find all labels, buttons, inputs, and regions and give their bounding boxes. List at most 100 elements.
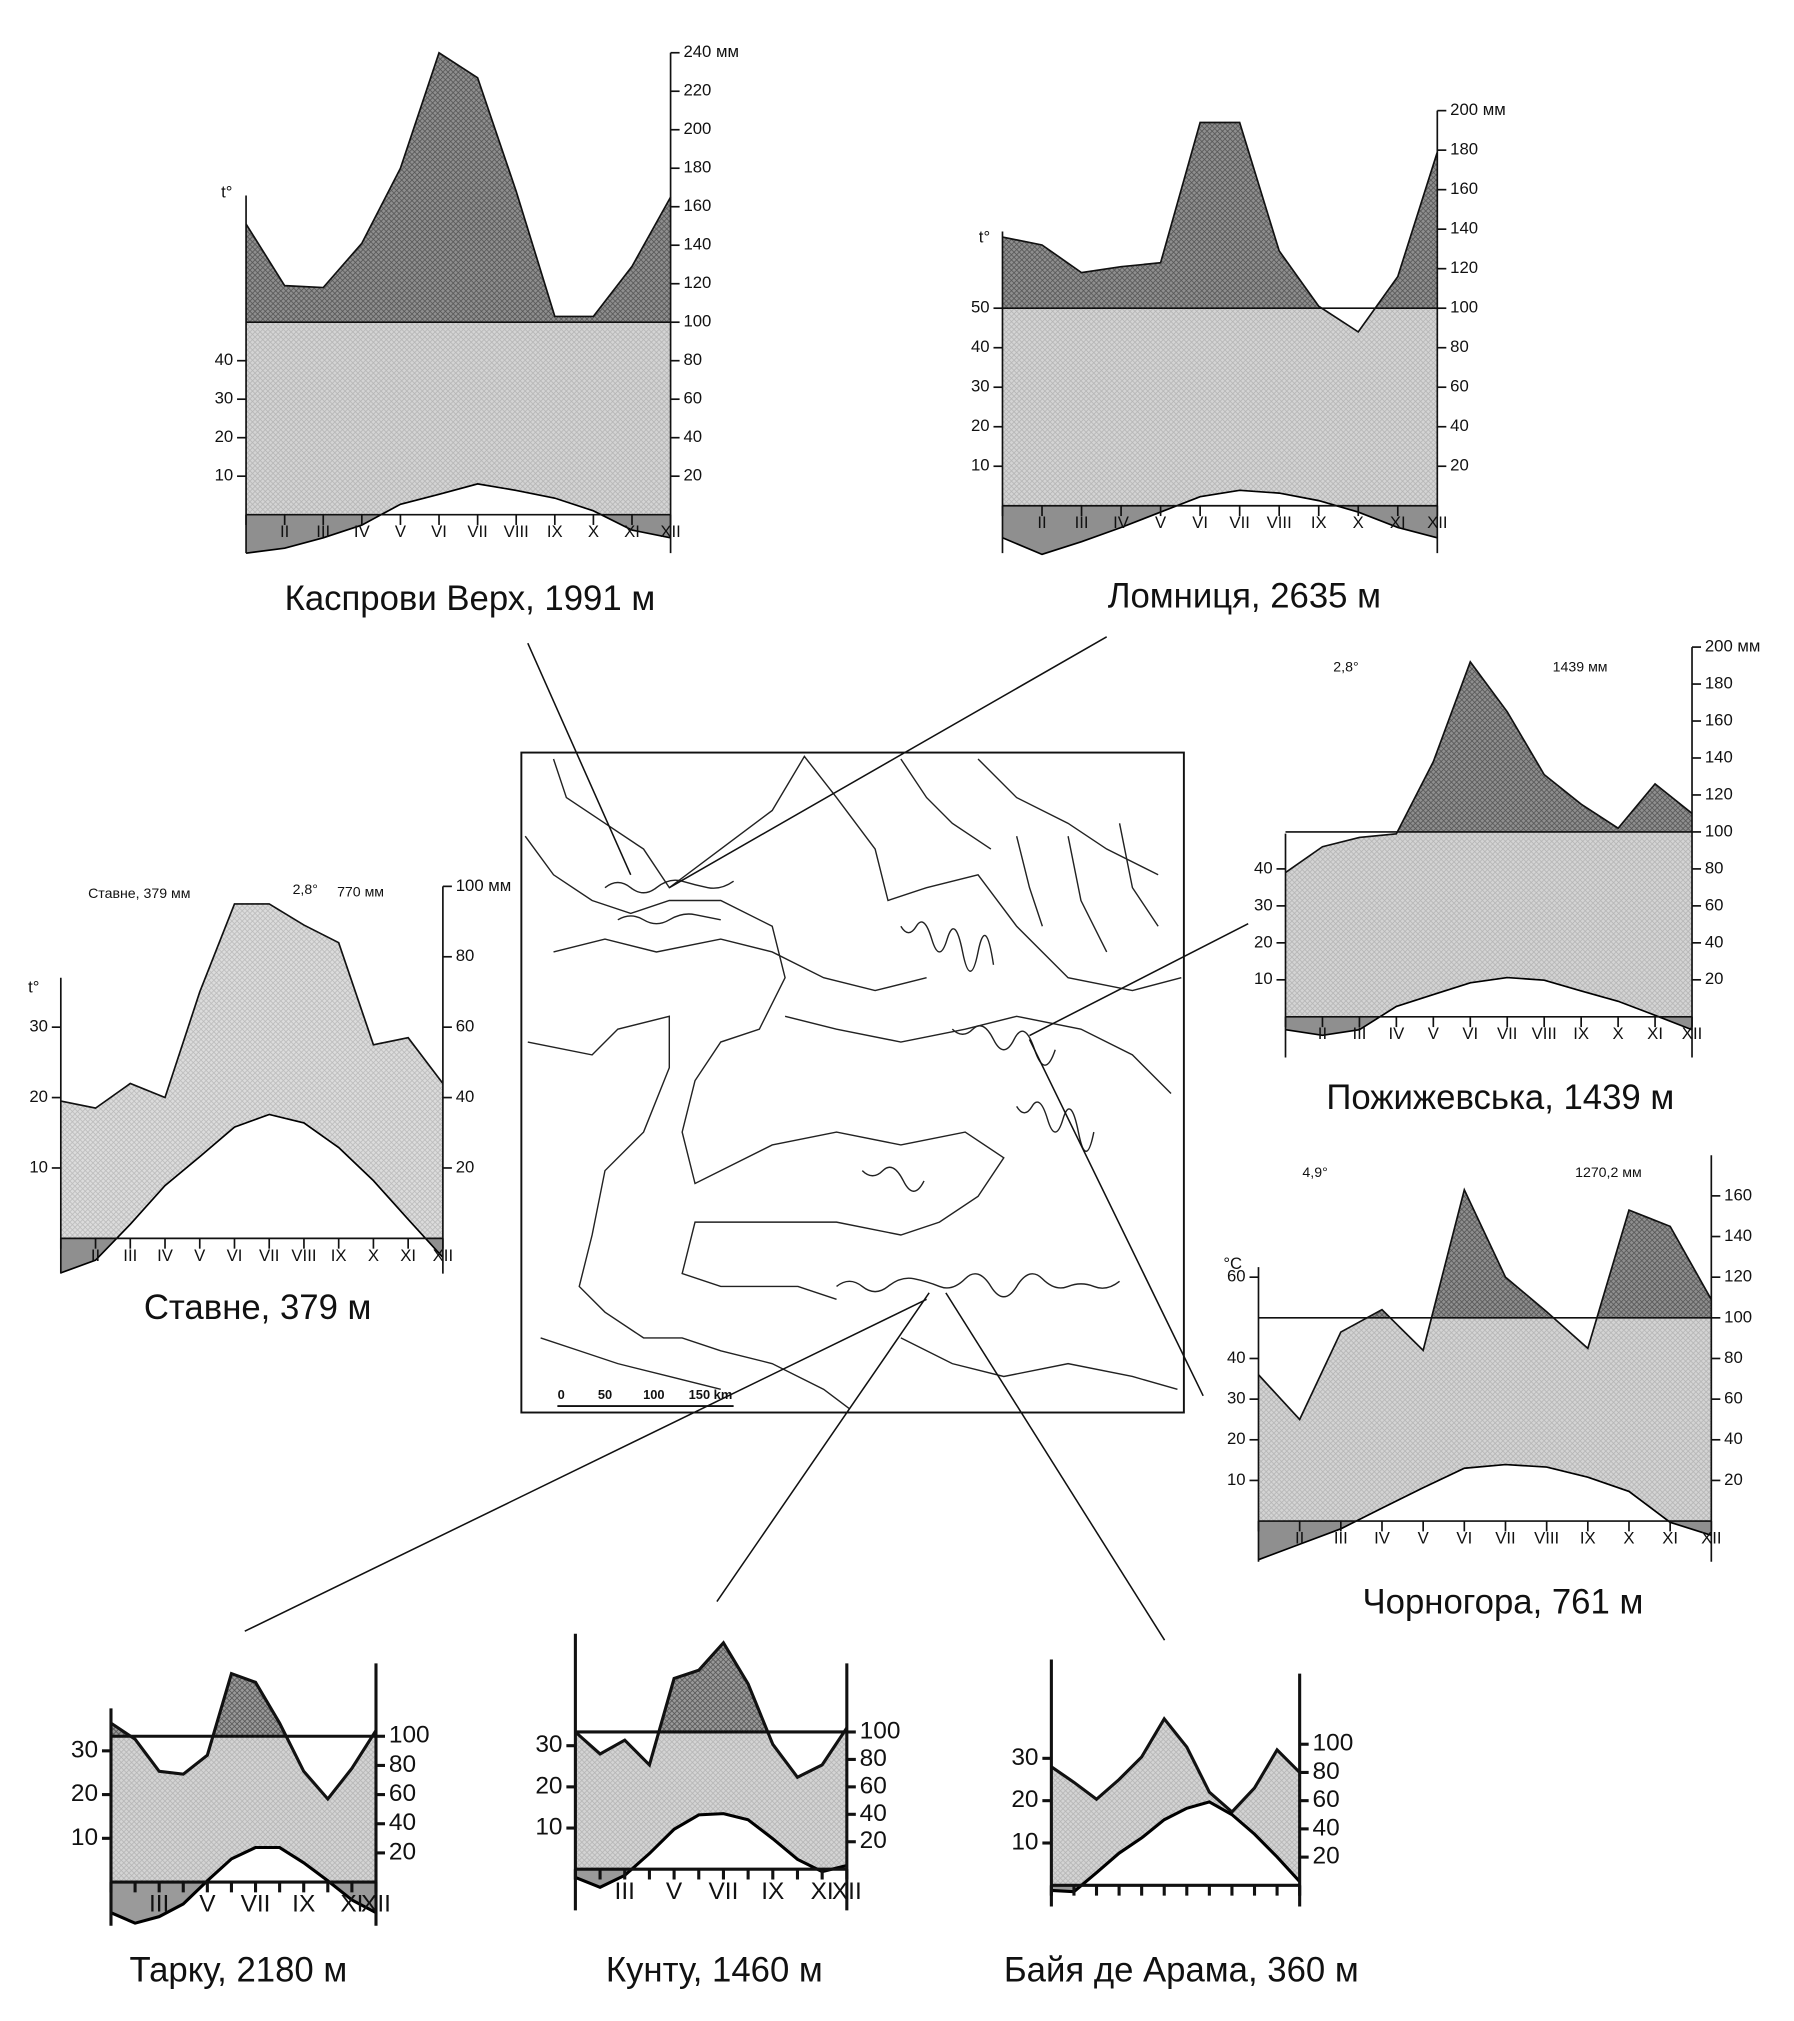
x-tick-label: IV [1374, 1529, 1391, 1548]
wet-texture [1367, 1189, 1712, 1318]
y2-tick-label: 140 [1724, 1226, 1752, 1245]
y2-tick-label: 100 [1705, 821, 1733, 840]
leader-line [244, 1298, 927, 1632]
y2-tick-label: 80 [1450, 337, 1469, 356]
y-tick-label: 20 [215, 427, 234, 446]
y-tick-label: 40 [1227, 1348, 1246, 1367]
x-tick-label: I [572, 1878, 579, 1905]
x-tick-label: X [1353, 513, 1364, 532]
y2-tick-label: 220 [683, 81, 711, 100]
annotation: 4,9° [1302, 1164, 1327, 1180]
x-tick-label: IX [547, 522, 563, 541]
y-tick-label: 10 [971, 456, 990, 475]
y2-tick-label: 40 [1724, 1429, 1743, 1448]
x-tick-label: III [615, 1878, 635, 1905]
x-tick-label: IV [157, 1246, 174, 1265]
y-tick-label: 20 [971, 416, 990, 435]
leader-line [527, 642, 632, 876]
chart-title: Тарку, 2180 м [129, 1951, 347, 1989]
x-tick-label: IX [1573, 1024, 1589, 1043]
temperature-area [1002, 490, 1438, 506]
y2-tick-label: 80 [456, 946, 475, 965]
y2-tick-label: 160 [1450, 179, 1478, 198]
chart-title: Ломниця, 2635 м [1108, 577, 1381, 615]
y-tick-label: 30 [29, 1017, 48, 1036]
y2-tick-label: 60 [1450, 377, 1469, 396]
precipitation-texture [1285, 661, 1693, 1017]
annotation: 2,8° [293, 881, 318, 897]
y2-tick-label: 20 [1313, 1843, 1340, 1870]
y2-tick-label: 60 [1313, 1786, 1340, 1813]
scale-label: 0 [558, 1387, 565, 1402]
y-tick-label: 10 [1011, 1828, 1038, 1855]
y2-tick-label: 140 [1450, 219, 1478, 238]
x-tick-label: I [108, 1891, 115, 1918]
precipitation-line [110, 1671, 378, 1802]
x-tick-label: III [1075, 513, 1089, 532]
precipitation-line [1050, 1716, 1301, 1815]
y2-tick-label: 20 [683, 466, 702, 485]
y2-tick-label: 40 [456, 1087, 475, 1106]
precipitation-texture [575, 1642, 847, 1870]
wet-texture [1397, 661, 1693, 832]
y-tick-label: 10 [1227, 1470, 1246, 1489]
y-tick-label: 10 [215, 466, 234, 485]
x-tick-label: VII [1495, 1529, 1515, 1548]
chart-title: Байя де Арама, 360 м [1004, 1951, 1359, 1989]
y2-tick-label: 60 [1724, 1389, 1743, 1408]
precipitation-texture [110, 1673, 376, 1883]
y-tick-label: 20 [1227, 1429, 1246, 1448]
map-river [540, 1337, 1178, 1391]
annotation: 1439 мм [1553, 658, 1608, 674]
frost-area [60, 1238, 443, 1273]
temperature-area [1258, 1464, 1712, 1522]
y-tick-label: 20 [1254, 932, 1273, 951]
temperature-axis-label: °C [1223, 1254, 1242, 1273]
x-tick-label: IX [1311, 513, 1327, 532]
chart-title: Пожижевська, 1439 м [1326, 1079, 1674, 1117]
y2-tick-label: 40 [389, 1809, 416, 1836]
x-tick-label: IX [292, 1891, 315, 1918]
wet-texture [575, 1642, 847, 1732]
wet-texture [110, 1673, 376, 1737]
temperature-line [1051, 1800, 1301, 1894]
y-tick-label: 30 [71, 1736, 98, 1763]
y2-tick-label: 40 [1705, 932, 1724, 951]
x-tick-label: VII [467, 522, 487, 541]
y2-tick-label: 160 [1705, 710, 1733, 729]
x-tick-label: VIII [1534, 1529, 1559, 1548]
chart-title: Каспрови Верх, 1991 м [285, 580, 656, 618]
map-mountains [604, 879, 1120, 1298]
annotation: Ставне, 379 мм [88, 885, 190, 901]
x-tick-label: XII [1701, 1529, 1721, 1548]
x-tick-label: III [1352, 1024, 1366, 1043]
x-tick-label: III [149, 1891, 169, 1918]
x-tick-label: VII [241, 1891, 271, 1918]
y2-tick-label: 20 [1450, 456, 1469, 475]
x-tick-label: V [1155, 513, 1167, 532]
scale-label: 150 km [689, 1387, 733, 1402]
x-tick-label: VII [259, 1246, 279, 1265]
temperature-axis-label: t° [221, 182, 232, 201]
temperature-axis-label: t° [979, 227, 990, 246]
precipitation-line [60, 903, 444, 1110]
y2-tick-label: 180 [683, 158, 711, 177]
x-tick-label: XI [400, 1246, 416, 1265]
wet-texture [1002, 122, 1438, 309]
y2-tick-label: 60 [456, 1017, 475, 1036]
temperature-line [1285, 976, 1693, 1037]
temperature-axis-label: t° [28, 977, 39, 996]
x-tick-label: VI [1456, 1529, 1472, 1548]
y-tick-label: 10 [1254, 969, 1273, 988]
map-border [552, 755, 1182, 992]
y2-tick-label: 40 [683, 427, 702, 446]
x-tick-label: VI [1462, 1024, 1478, 1043]
x-tick-label: VIII [504, 522, 529, 541]
annotation: 1270,2 мм [1575, 1164, 1642, 1180]
y2-tick-label: 80 [389, 1751, 416, 1778]
x-tick-label: III [123, 1246, 137, 1265]
y-tick-label: 20 [71, 1780, 98, 1807]
y2-tick-label: 180 [1450, 140, 1478, 159]
